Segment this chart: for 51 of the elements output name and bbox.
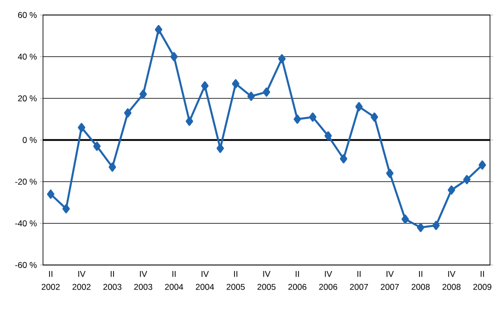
- point: [402, 214, 409, 224]
- point: [201, 81, 209, 90]
- point: [278, 54, 286, 64]
- x-tick-label: IV 2004: [196, 271, 214, 290]
- y-tick-label: -60 %: [15, 262, 37, 268]
- point: [294, 114, 302, 124]
- point: [140, 90, 147, 99]
- point: [78, 122, 86, 132]
- point: [47, 190, 54, 199]
- x-tick-label: IV 2003: [134, 271, 152, 290]
- x-tick-label: IV 2007: [380, 271, 399, 290]
- point: [324, 131, 332, 140]
- y-tick-label: 20 %: [18, 95, 37, 102]
- x-tick-label: II 2008: [412, 271, 430, 290]
- point: [216, 144, 224, 153]
- x-tick-label: IV 2006: [319, 271, 338, 290]
- point: [247, 92, 255, 101]
- point: [355, 102, 363, 112]
- point: [370, 112, 378, 122]
- point: [432, 220, 440, 230]
- point: [124, 108, 132, 118]
- x-tick-label: II 2006: [288, 271, 306, 290]
- x-tick-label: II 2003: [103, 271, 122, 290]
- point: [340, 154, 348, 164]
- point: [186, 116, 194, 126]
- x-tick-label: IV 2005: [258, 271, 276, 290]
- point: [262, 88, 270, 97]
- x-tick-label: II 2005: [226, 271, 245, 290]
- y-tick-label: 40 %: [18, 54, 37, 60]
- y-tick-label: 0 %: [22, 137, 37, 143]
- point: [448, 185, 456, 195]
- x-tick-label: IV 2002: [72, 271, 91, 290]
- y-tick-label: -20 %: [15, 178, 37, 185]
- point: [93, 142, 101, 151]
- point: [386, 168, 394, 178]
- y-tick-label: 60 %: [18, 12, 37, 18]
- y-tick-label: -40 %: [15, 220, 37, 226]
- point: [416, 222, 424, 232]
- point: [170, 52, 178, 62]
- x-tick-label: II 2004: [165, 271, 184, 290]
- point: [463, 175, 471, 184]
- x-tick-label: II 2002: [42, 271, 60, 290]
- point: [108, 162, 116, 172]
- point: [62, 204, 70, 214]
- x-tick-label: IV 2008: [442, 271, 461, 290]
- point: [478, 160, 486, 170]
- x-tick-label: II 2007: [350, 271, 368, 290]
- point: [232, 79, 240, 88]
- point: [309, 112, 316, 122]
- x-tick-label: II 2009: [473, 271, 492, 290]
- point: [154, 25, 162, 34]
